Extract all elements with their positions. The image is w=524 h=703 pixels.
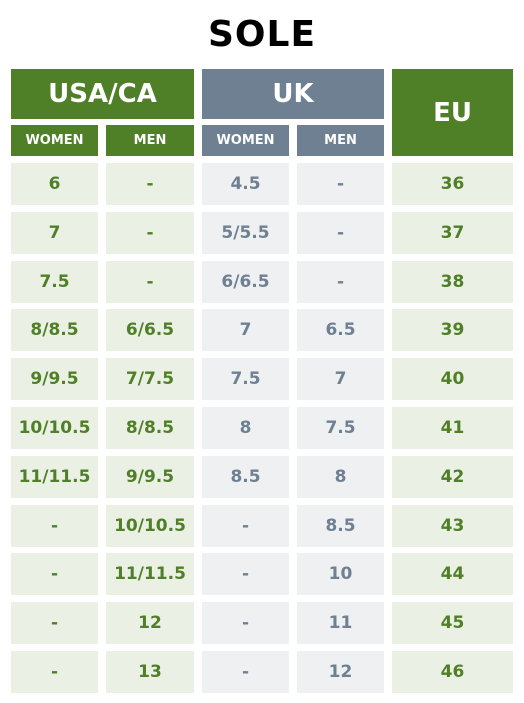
cell-usa-men: -	[106, 163, 194, 205]
cell-usa-men: 13	[106, 651, 194, 693]
cell-uk-men: 12	[297, 651, 384, 693]
cell-usa-men: 6/6.5	[106, 309, 194, 352]
cell-usa-women: 8/8.5	[11, 309, 98, 352]
cell-usa-men: 9/9.5	[106, 455, 194, 498]
cell-uk-men: 10	[297, 553, 384, 596]
cell-eu: 37	[392, 211, 513, 254]
cell-uk-men: 6.5	[297, 309, 384, 352]
cell-uk-men: 7	[297, 358, 384, 401]
cell-usa-men: -	[106, 260, 194, 303]
cell-uk-men: 7.5	[297, 407, 384, 449]
cell-uk-men: 8.5	[297, 504, 384, 547]
cell-uk-women: -	[202, 553, 289, 596]
cell-usa-men: 7/7.5	[106, 358, 194, 401]
cell-usa-men: 8/8.5	[106, 407, 194, 449]
cell-usa-men: 12	[106, 602, 194, 645]
cell-uk-women: 4.5	[202, 163, 289, 205]
cell-usa-women: 9/9.5	[11, 358, 98, 401]
cell-usa-women: -	[11, 602, 98, 645]
cell-uk-women: 8.5	[202, 455, 289, 498]
subheader-uk-men: MEN	[297, 125, 384, 156]
header-usa-ca: USA/CA	[11, 69, 194, 119]
cell-usa-men: 10/10.5	[106, 504, 194, 547]
cell-usa-women: 7	[11, 211, 98, 254]
cell-uk-women: 5/5.5	[202, 211, 289, 254]
cell-usa-women: -	[11, 504, 98, 547]
cell-eu: 46	[392, 651, 513, 693]
cell-usa-women: 11/11.5	[11, 455, 98, 498]
chart-title: SOLE	[207, 14, 317, 55]
cell-uk-men: -	[297, 211, 384, 254]
cell-usa-women: -	[11, 553, 98, 596]
cell-eu: 38	[392, 260, 513, 303]
subheader-usa-men: MEN	[106, 125, 194, 156]
subheader-uk-women: WOMEN	[202, 125, 289, 156]
cell-uk-women: 8	[202, 407, 289, 449]
cell-eu: 44	[392, 553, 513, 596]
cell-uk-women: -	[202, 504, 289, 547]
cell-usa-men: -	[106, 211, 194, 254]
header-eu: EU	[392, 69, 513, 156]
cell-uk-women: 7.5	[202, 358, 289, 401]
cell-eu: 36	[392, 163, 513, 205]
cell-eu: 45	[392, 602, 513, 645]
cell-eu: 41	[392, 407, 513, 449]
cell-uk-men: -	[297, 163, 384, 205]
cell-uk-women: -	[202, 602, 289, 645]
cell-usa-women: 10/10.5	[11, 407, 98, 449]
cell-uk-women: -	[202, 651, 289, 693]
cell-usa-women: 6	[11, 163, 98, 205]
cell-usa-women: -	[11, 651, 98, 693]
cell-usa-women: 7.5	[11, 260, 98, 303]
cell-uk-men: -	[297, 260, 384, 303]
cell-eu: 43	[392, 504, 513, 547]
cell-uk-men: 11	[297, 602, 384, 645]
subheader-usa-women: WOMEN	[11, 125, 98, 156]
header-uk: UK	[202, 69, 384, 119]
cell-uk-women: 7	[202, 309, 289, 352]
cell-eu: 42	[392, 455, 513, 498]
cell-eu: 40	[392, 358, 513, 401]
cell-uk-women: 6/6.5	[202, 260, 289, 303]
cell-uk-men: 8	[297, 455, 384, 498]
cell-usa-men: 11/11.5	[106, 553, 194, 596]
cell-eu: 39	[392, 309, 513, 352]
